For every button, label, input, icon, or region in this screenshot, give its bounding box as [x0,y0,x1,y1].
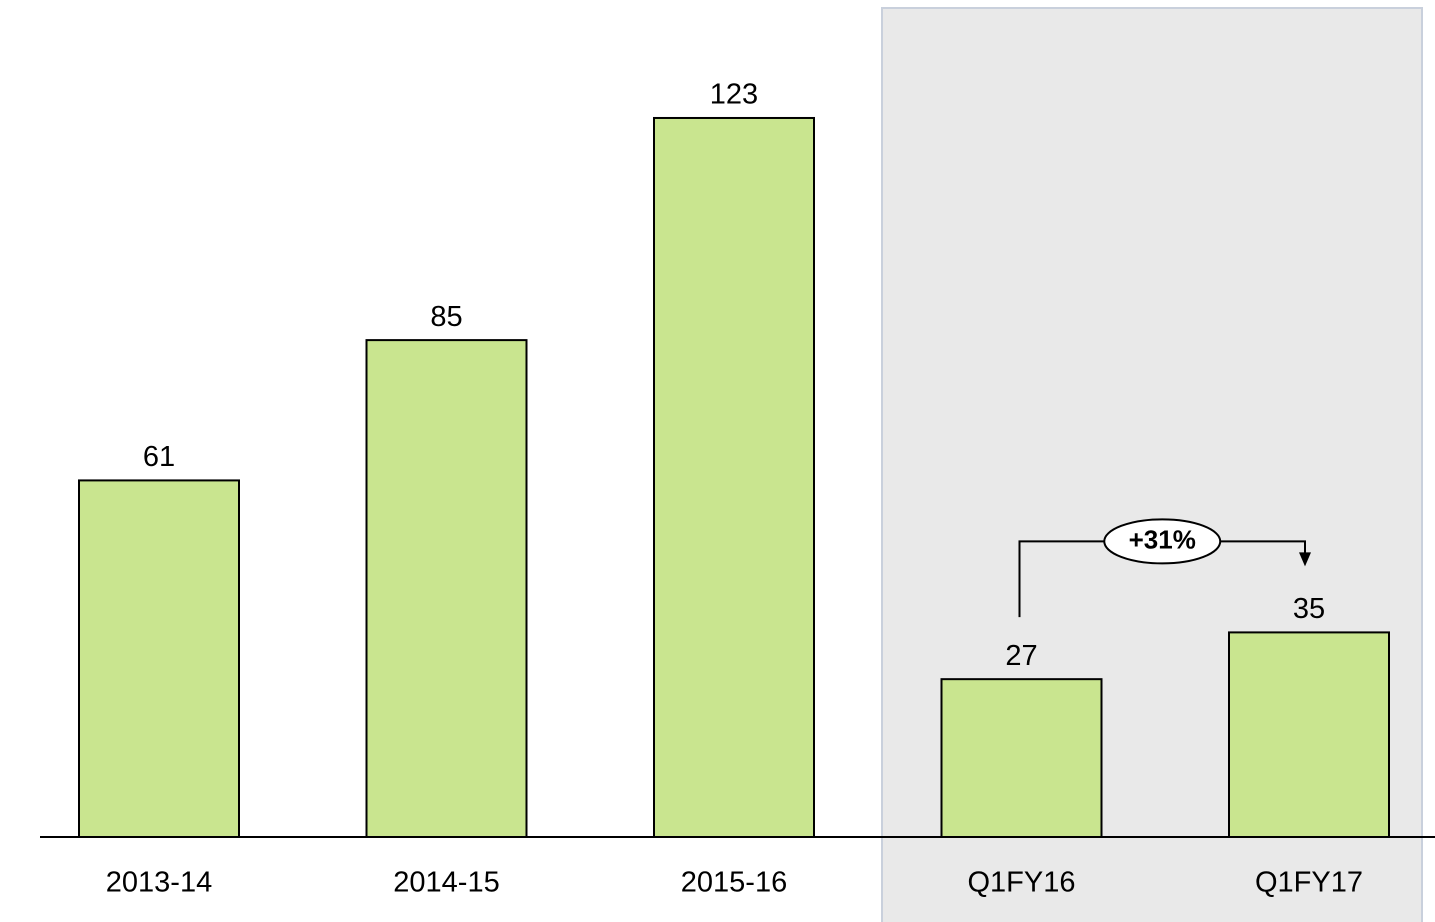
x-tick-label: 2013-14 [106,867,212,899]
value-label: 27 [1005,640,1037,672]
bar [78,479,240,838]
arrow-head [1299,552,1311,567]
value-label: 35 [1293,593,1325,625]
x-tick-label: 2015-16 [681,867,787,899]
x-tick-label: Q1FY16 [968,867,1076,899]
bar [365,339,528,838]
bar [653,116,815,838]
value-label: 123 [710,79,758,111]
bar [1228,631,1390,839]
value-label: 85 [430,301,462,333]
bar [940,678,1103,838]
annotation: +31% [1129,524,1196,554]
value-label: 61 [143,441,175,473]
x-tick-label: 2014-15 [393,867,499,899]
x-tick-label: Q1FY17 [1255,867,1363,899]
annotation-bubble [1103,518,1222,565]
